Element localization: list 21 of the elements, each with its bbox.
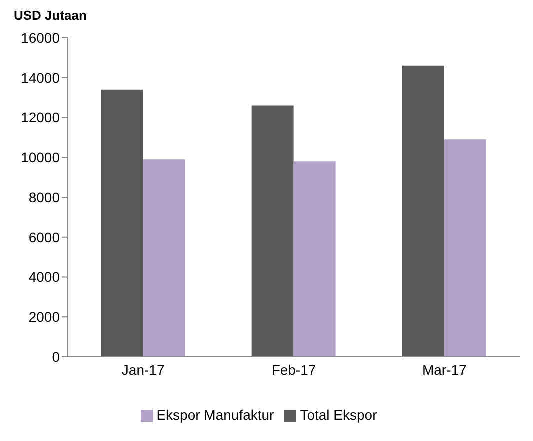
y-tick-label: 4000 [28, 269, 60, 286]
y-tick-label: 12000 [21, 110, 60, 126]
bar [402, 66, 444, 357]
bar [101, 90, 144, 357]
y-tick-label: 2000 [28, 309, 60, 326]
y-tick-label: 14000 [21, 70, 60, 86]
y-tick-label: 10000 [21, 150, 60, 166]
x-tick-label: Feb-17 [272, 362, 316, 378]
y-axis-title: USD Jutaan [14, 8, 87, 23]
x-tick-label: Mar-17 [422, 362, 468, 378]
bar [294, 162, 336, 357]
legend-label: Total Ekspor [300, 407, 378, 423]
y-tick-label: 6000 [28, 229, 60, 246]
y-tick-label: 0 [52, 348, 60, 365]
bar [252, 106, 294, 357]
y-tick-label: 16000 [21, 30, 60, 46]
legend-label: Ekspor Manufaktur [156, 407, 274, 423]
bar [143, 160, 186, 357]
y-tick-label: 8000 [28, 189, 60, 206]
bar [444, 140, 486, 357]
x-tick-label: Jan-17 [122, 362, 165, 378]
